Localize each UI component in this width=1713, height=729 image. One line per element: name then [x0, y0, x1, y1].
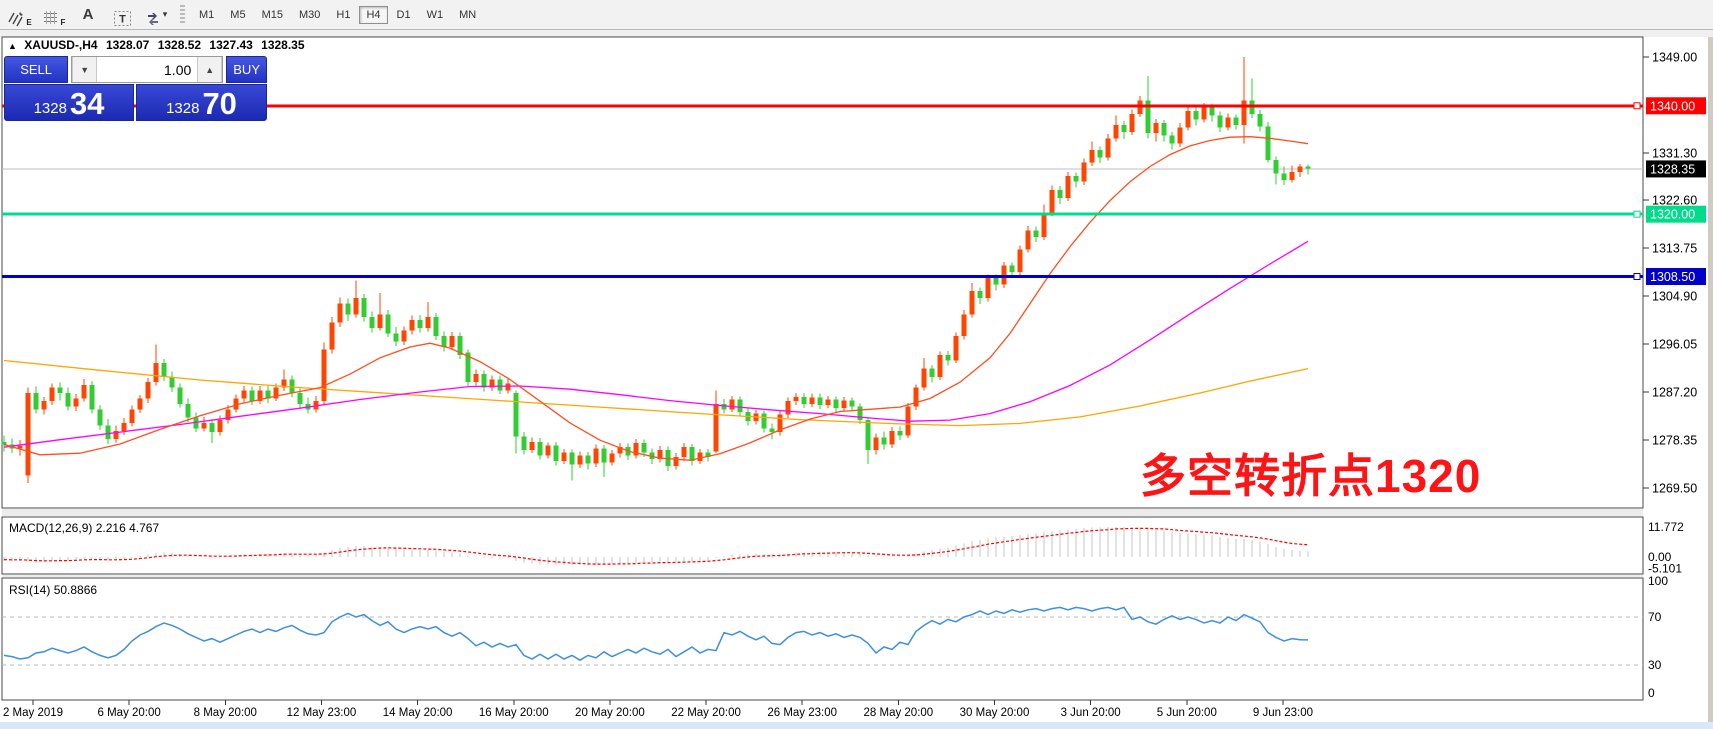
svg-text:1313.75: 1313.75 [1652, 242, 1697, 256]
rsi-series [2, 606, 1643, 666]
right-edge-strip [1708, 0, 1713, 729]
svg-text:1331.30: 1331.30 [1652, 146, 1697, 160]
rsi-label: RSI(14) 50.8866 [9, 583, 98, 597]
svg-text:-5.101: -5.101 [1648, 562, 1682, 576]
bottom-edge-strip [0, 722, 1713, 729]
svg-text:20 May 20:00: 20 May 20:00 [575, 707, 645, 719]
svg-text:14 May 20:00: 14 May 20:00 [383, 707, 453, 719]
svg-text:30 May 20:00: 30 May 20:00 [960, 707, 1030, 719]
timeframe-mn[interactable]: MN [452, 6, 483, 24]
svg-text:0.00: 0.00 [1648, 550, 1672, 564]
svg-text:26 May 23:00: 26 May 23:00 [767, 707, 837, 719]
toolbar: E F A T ▾ M1 M5 M15 M30 H1 H4 D1 W1 MN [0, 0, 1713, 30]
level-handle[interactable] [1633, 210, 1641, 218]
volume-decrease-button[interactable]: ▼ [72, 57, 98, 82]
svg-text:1308.50: 1308.50 [1650, 270, 1695, 284]
text-label-icon[interactable]: A [82, 6, 94, 23]
rsi-pane[interactable] [1, 577, 1644, 701]
svg-text:28 May 20:00: 28 May 20:00 [864, 707, 934, 719]
one-click-trading-panel: SELL ▼ ▲ BUY 1328 34 1328 70 [4, 56, 267, 121]
open-value: 1328.07 [105, 38, 150, 52]
volume-stepper: ▼ ▲ [71, 56, 224, 83]
candlestick-series [1, 57, 1311, 484]
svg-text:2 May 2019: 2 May 2019 [3, 707, 63, 719]
svg-text:5 Jun 20:00: 5 Jun 20:00 [1157, 707, 1217, 719]
svg-text:1340.00: 1340.00 [1650, 99, 1695, 113]
svg-text:16 May 20:00: 16 May 20:00 [479, 707, 549, 719]
timeframe-d1[interactable]: D1 [390, 6, 418, 24]
svg-text:1320.00: 1320.00 [1650, 208, 1695, 222]
grid-icon[interactable]: F [40, 3, 68, 27]
pane-separator-1[interactable] [2, 509, 1643, 516]
pane-separator-2[interactable] [2, 575, 1643, 577]
timeframe-w1[interactable]: W1 [420, 6, 451, 24]
timeframe-m15[interactable]: M15 [255, 6, 290, 24]
low-value: 1327.43 [209, 38, 253, 52]
price-axis: 1340.00 1320.00 1308.50 1328.35 1349.00 1331.… [1643, 51, 1706, 700]
timeframe-buttons: M1 M5 M15 M30 H1 H4 D1 W1 MN [191, 0, 484, 29]
buy-button[interactable]: BUY [226, 56, 267, 83]
sell-button[interactable]: SELL [4, 56, 69, 83]
svg-text:1328.35: 1328.35 [1650, 162, 1695, 176]
chart-ohlc-header: ▲ XAUUSD-,H4 1328.07 1328.52 1327.43 132… [8, 38, 310, 52]
svg-text:9 Jun 23:00: 9 Jun 23:00 [1253, 707, 1313, 719]
volume-input[interactable] [97, 57, 198, 82]
sell-price[interactable]: 1328 34 [4, 84, 134, 121]
volume-increase-button[interactable]: ▲ [197, 57, 223, 82]
close-value: 1328.35 [261, 38, 305, 52]
collapse-arrow-icon[interactable]: ▲ [8, 41, 17, 51]
toolbar-chart-gap [0, 30, 1713, 37]
high-value: 1328.52 [157, 38, 202, 52]
svg-text:22 May 20:00: 22 May 20:00 [671, 707, 741, 719]
level-handle[interactable] [1633, 273, 1641, 281]
timeframe-m1[interactable]: M1 [192, 6, 221, 24]
macd-pane[interactable] [1, 516, 1644, 575]
svg-text:T: T [119, 13, 126, 25]
text-box-icon[interactable]: T [108, 3, 136, 27]
dropdown-caret-icon[interactable]: ▾ [162, 9, 168, 19]
svg-text:100: 100 [1648, 574, 1668, 588]
svg-text:1322.60: 1322.60 [1652, 194, 1697, 208]
svg-text:1287.20: 1287.20 [1652, 385, 1697, 399]
objects-arrows-icon[interactable]: ▾ [142, 3, 170, 27]
moving-averages [3, 136, 1309, 461]
svg-text:1269.50: 1269.50 [1652, 481, 1697, 495]
timeframe-h4[interactable]: H4 [359, 5, 388, 24]
main-price-pane[interactable] [1, 36, 1644, 509]
svg-text:1296.05: 1296.05 [1652, 337, 1697, 351]
buy-price[interactable]: 1328 70 [136, 84, 267, 121]
svg-text:1304.90: 1304.90 [1652, 290, 1697, 304]
macd-series [3, 526, 1309, 566]
svg-text:70: 70 [1648, 610, 1662, 624]
timeframe-m30[interactable]: M30 [292, 6, 327, 24]
symbol-label: XAUUSD-,H4 [24, 38, 98, 52]
horizontal-level-lines[interactable] [2, 102, 1643, 281]
svg-text:8 May 20:00: 8 May 20:00 [194, 707, 257, 719]
svg-text:0: 0 [1648, 686, 1655, 700]
macd-label: MACD(12,26,9) 2.216 4.767 [9, 521, 160, 535]
chart-annotation-text: 多空转折点1320 [1140, 450, 1482, 502]
svg-text:1349.00: 1349.00 [1652, 51, 1697, 65]
toolbar-grip[interactable] [180, 4, 185, 25]
indicators-icon[interactable]: E [6, 3, 34, 27]
svg-text:11.772: 11.772 [1648, 520, 1684, 534]
timeframe-m5[interactable]: M5 [223, 6, 252, 24]
svg-text:3 Jun 20:00: 3 Jun 20:00 [1061, 707, 1121, 719]
svg-text:1278.35: 1278.35 [1652, 433, 1697, 447]
svg-text:12 May 23:00: 12 May 23:00 [287, 707, 357, 719]
level-handle[interactable] [1633, 102, 1641, 110]
time-axis: 2 May 2019 6 May 20:00 8 May 20:00 12 May 2… [3, 700, 1313, 719]
timeframe-h1[interactable]: H1 [329, 6, 357, 24]
svg-text:6 May 20:00: 6 May 20:00 [98, 707, 161, 719]
svg-text:30: 30 [1648, 658, 1662, 672]
